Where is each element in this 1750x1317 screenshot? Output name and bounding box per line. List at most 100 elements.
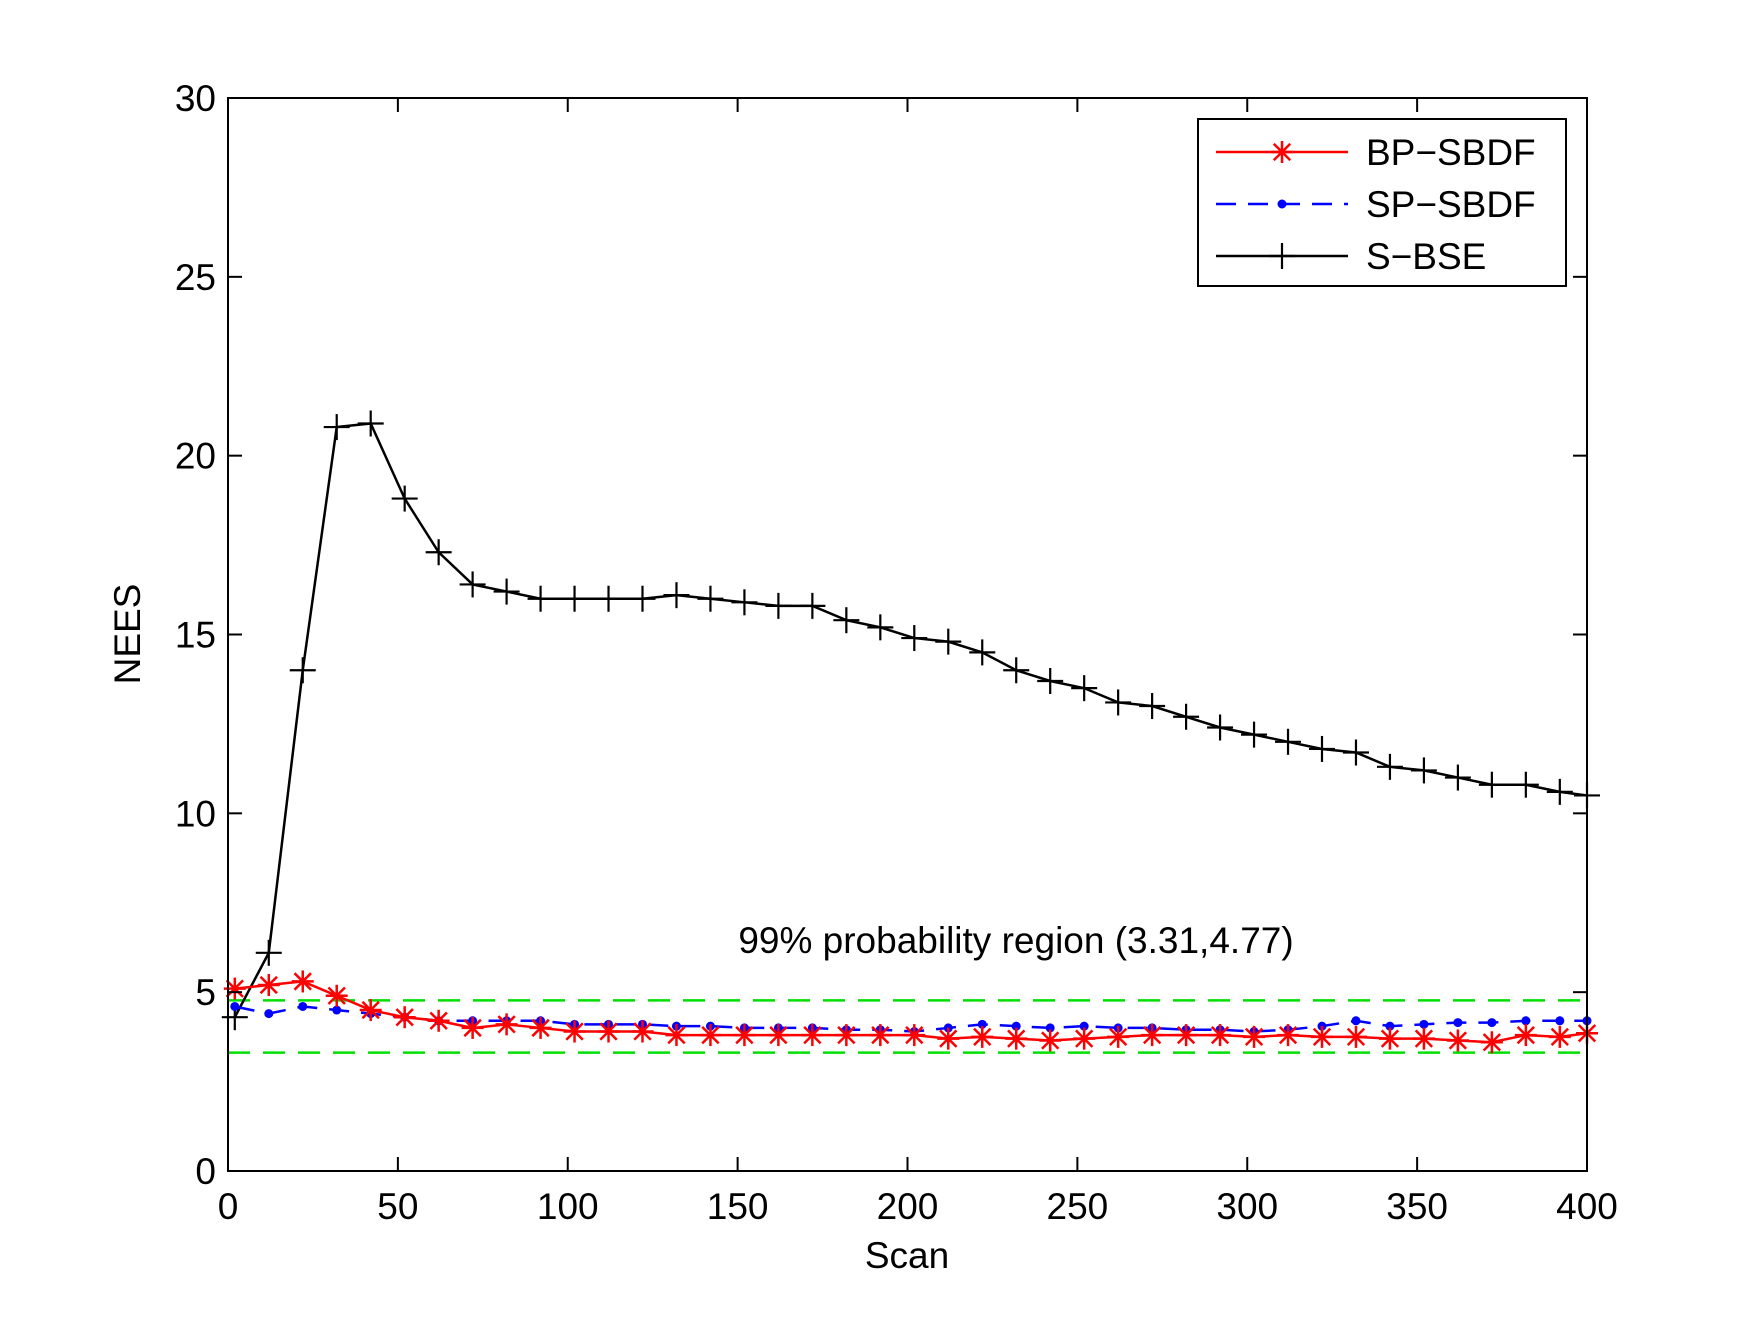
data-point [663, 582, 690, 609]
data-point [495, 1013, 518, 1036]
data-point [969, 639, 996, 666]
data-point [1141, 1024, 1164, 1047]
data-point [971, 1025, 994, 1048]
data-point [1173, 703, 1200, 730]
data-point [1521, 1016, 1531, 1026]
data-point [765, 592, 792, 619]
data-point [563, 1020, 586, 1043]
data-point [903, 1024, 926, 1047]
data-point [427, 1009, 450, 1032]
data-point [1308, 735, 1335, 762]
data-point [1107, 1025, 1130, 1048]
data-point [1344, 1025, 1367, 1048]
data-point [332, 1005, 342, 1015]
legend-label: S−BSE [1366, 236, 1486, 277]
data-point [527, 585, 554, 612]
axis-ticks: 0 50 100 150 200 250 300 350 400 0 5 10 15 20 25 30 [175, 78, 1618, 1227]
legend-marker [1269, 243, 1295, 269]
data-point [529, 1016, 552, 1039]
data-point [1105, 689, 1132, 716]
legend-label: BP−SBDF [1366, 132, 1536, 173]
data-point [833, 607, 860, 634]
data-point [359, 999, 382, 1022]
data-point [1011, 1021, 1021, 1031]
probability-bounds [228, 999, 1587, 1054]
probability-region-annotation: 99% probability region (3.31,4.77) [738, 920, 1293, 961]
data-point [1073, 1027, 1096, 1050]
x-tick-label: 0 [218, 1186, 239, 1227]
data-point [357, 410, 384, 437]
data-point [459, 571, 486, 598]
data-point [1546, 778, 1573, 805]
y-tick-label: 30 [175, 78, 216, 119]
series-layer [221, 410, 1600, 1054]
legend-box [1197, 118, 1567, 287]
data-point [767, 1024, 790, 1047]
y-axis-label: NEES [107, 584, 148, 685]
data-point [1175, 1024, 1198, 1047]
data-point [255, 939, 282, 966]
data-point [1079, 1021, 1089, 1031]
data-point [1376, 753, 1403, 780]
data-point [425, 539, 452, 566]
legend-marker [1271, 141, 1293, 163]
data-point [1385, 1021, 1395, 1031]
x-tick-label: 200 [877, 1186, 939, 1227]
data-point [325, 984, 348, 1007]
data-point [1446, 1029, 1469, 1052]
data-point [1275, 728, 1302, 755]
data-point [1071, 675, 1098, 702]
data-point [1548, 1025, 1571, 1048]
data-point [1207, 714, 1234, 741]
data-point [1045, 1023, 1055, 1033]
x-tick-label: 400 [1556, 1186, 1618, 1227]
data-point [298, 1001, 308, 1011]
x-tick-label: 350 [1386, 1186, 1448, 1227]
data-point [977, 1019, 987, 1029]
data-point [733, 1024, 756, 1047]
data-point [1039, 1029, 1062, 1052]
y-tick-label: 25 [175, 257, 216, 298]
data-point [1410, 757, 1437, 784]
data-point [867, 614, 894, 641]
data-point [391, 485, 418, 512]
data-point [1310, 1025, 1333, 1048]
x-tick-label: 50 [377, 1186, 418, 1227]
y-tick-label: 10 [175, 793, 216, 834]
data-point [1487, 1018, 1497, 1028]
data-point [1005, 1027, 1028, 1050]
x-tick-label: 250 [1047, 1186, 1109, 1227]
x-axis-label: Scan [865, 1235, 949, 1276]
y-tick-label: 20 [175, 436, 216, 477]
data-point [1139, 693, 1166, 720]
legend: BP−SBDF SP−SBDF S−BSE [1197, 118, 1567, 287]
data-point [697, 585, 724, 612]
data-point [461, 1016, 484, 1039]
data-point [257, 974, 280, 997]
data-point [665, 1024, 688, 1047]
legend-marker [1277, 199, 1287, 209]
data-point [799, 592, 826, 619]
data-point [493, 578, 520, 605]
y-tick-label: 0 [195, 1151, 216, 1192]
data-point [1480, 1031, 1503, 1054]
data-point [595, 585, 622, 612]
data-point [901, 625, 928, 652]
data-point [597, 1020, 620, 1043]
data-point [1037, 667, 1064, 694]
data-point [323, 414, 350, 441]
data-point [631, 1020, 654, 1043]
data-point [731, 589, 758, 616]
x-tick-label: 300 [1216, 1186, 1278, 1227]
data-point [1378, 1027, 1401, 1050]
data-point [1453, 1018, 1463, 1028]
data-point [699, 1024, 722, 1047]
data-point [835, 1024, 858, 1047]
data-point [264, 1009, 274, 1019]
data-point [629, 585, 656, 612]
data-point [1478, 771, 1505, 798]
legend-label: SP−SBDF [1366, 184, 1536, 225]
data-point [1555, 1016, 1565, 1026]
data-point [1514, 1024, 1537, 1047]
